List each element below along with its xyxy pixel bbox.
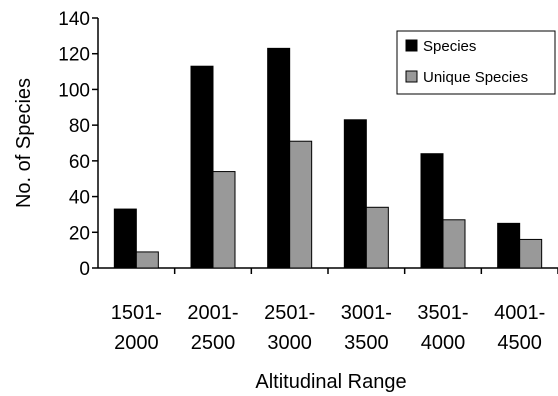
bars xyxy=(113,47,543,269)
x-category-label: 3501- xyxy=(417,302,468,324)
legend-box xyxy=(396,30,556,95)
bar-species xyxy=(420,153,444,269)
bar-unique-species xyxy=(289,140,313,269)
bar-unique-species xyxy=(442,219,466,269)
x-axis xyxy=(98,267,558,274)
y-tick-label: 80 xyxy=(69,116,90,137)
x-category-label: 3001- xyxy=(341,302,392,324)
x-category-label: 4000 xyxy=(421,332,466,354)
x-category-label: 3500 xyxy=(344,332,389,354)
y-tick-label: 140 xyxy=(58,9,90,30)
x-category-label: 2500 xyxy=(191,332,236,354)
x-category-label: 2501- xyxy=(264,302,315,324)
y-tick-label: 100 xyxy=(58,80,90,101)
legend-label: Species xyxy=(423,38,476,55)
x-category-label: 1501- xyxy=(111,302,162,324)
bar-species xyxy=(113,208,137,269)
bar-species xyxy=(343,119,367,269)
bar-unique-species xyxy=(212,171,236,269)
y-tick-label: 60 xyxy=(69,152,90,173)
x-category-label: 2001- xyxy=(187,302,238,324)
x-category-label: 4001- xyxy=(494,302,545,324)
bar-unique-species xyxy=(135,251,159,269)
legend-label: Unique Species xyxy=(423,69,528,86)
y-tick-label: 40 xyxy=(69,188,90,209)
x-axis-title: Altitudinal Range xyxy=(255,371,406,393)
x-category-label: 4500 xyxy=(497,332,542,354)
legend-swatch xyxy=(405,70,418,83)
bar-species xyxy=(497,222,521,269)
bar-unique-species xyxy=(519,238,543,269)
y-tick-label: 20 xyxy=(69,223,90,244)
x-category-label: 2000 xyxy=(114,332,159,354)
y-tick-label: 0 xyxy=(79,259,90,280)
legend: Species Unique Species xyxy=(396,30,556,95)
x-category-label: 3000 xyxy=(267,332,312,354)
category-labels: 1501- 2000 2001- 2500 2501- 3000 3001- 3500 3501… xyxy=(111,302,545,354)
bar-species xyxy=(190,65,214,269)
y-axis: 0 20 40 60 80 100 120 140 xyxy=(58,9,99,280)
y-axis-title: No. of Species xyxy=(13,78,35,208)
legend-swatch xyxy=(405,39,418,52)
bar-unique-species xyxy=(365,206,389,269)
bar-species xyxy=(267,47,291,269)
y-tick-label: 120 xyxy=(58,45,90,66)
